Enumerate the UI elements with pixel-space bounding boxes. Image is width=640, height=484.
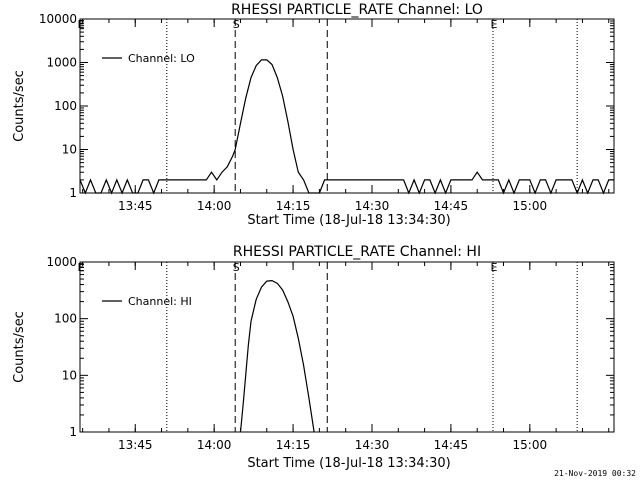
legend-label: Channel: LO [128, 52, 195, 65]
legend-label: Channel: HI [128, 295, 192, 308]
marker-label: S [233, 18, 240, 31]
plot-frame [79, 18, 615, 194]
chart-panel-2: RHESSI PARTICLE_RATE Channel: HI Counts/s… [12, 244, 615, 471]
x-tick-label: 13:45 [118, 438, 153, 452]
x-tick-label: 14:45 [434, 438, 469, 452]
x-axis-label: Start Time (18-Jul-18 13:34:30) [247, 213, 450, 228]
chart-title: RHESSI PARTICLE_RATE Channel: HI [233, 244, 481, 260]
y-tick-label: 100 [54, 312, 77, 326]
x-tick-label: 14:15 [276, 199, 311, 213]
chart-panel-1: RHESSI PARTICLE_RATE Channel: LO Counts/s… [12, 2, 615, 228]
y-axis-label: Counts/sec [12, 70, 27, 142]
x-tick-label: 15:00 [513, 438, 548, 452]
y-tick-label: 1000 [46, 56, 77, 70]
x-tick-label: 14:45 [434, 199, 469, 213]
x-axis-label: Start Time (18-Jul-18 13:34:30) [247, 456, 450, 471]
marker-label: E [491, 261, 498, 274]
y-axis-label: Counts/sec [12, 311, 27, 383]
marker-label: E [78, 18, 85, 31]
plot-frame [79, 261, 615, 433]
y-tick-label: 100 [54, 99, 77, 113]
x-tick-label: 14:00 [197, 199, 232, 213]
x-tick-label: 13:45 [118, 199, 153, 213]
series-line [79, 59, 614, 195]
series-line [239, 279, 315, 433]
x-tick-label: 14:30 [355, 438, 390, 452]
y-tick-label: 1 [69, 186, 77, 200]
x-tick-label: 15:00 [513, 199, 548, 213]
marker-label: S [233, 261, 240, 274]
y-tick-label: 1 [69, 425, 77, 439]
marker-label: E [491, 18, 498, 31]
y-tick-label: 1000 [46, 255, 77, 269]
y-tick-label: 10 [62, 143, 77, 157]
x-tick-label: 14:30 [355, 199, 390, 213]
y-tick-label: 10 [62, 368, 77, 382]
x-tick-label: 14:00 [197, 438, 232, 452]
chart-title: RHESSI PARTICLE_RATE Channel: LO [231, 2, 483, 18]
marker-label: E [78, 261, 85, 274]
timestamp-label: 21-Nov-2019 00:32 [554, 469, 636, 478]
y-tick-label: 10000 [39, 12, 77, 26]
x-tick-label: 14:15 [276, 438, 311, 452]
